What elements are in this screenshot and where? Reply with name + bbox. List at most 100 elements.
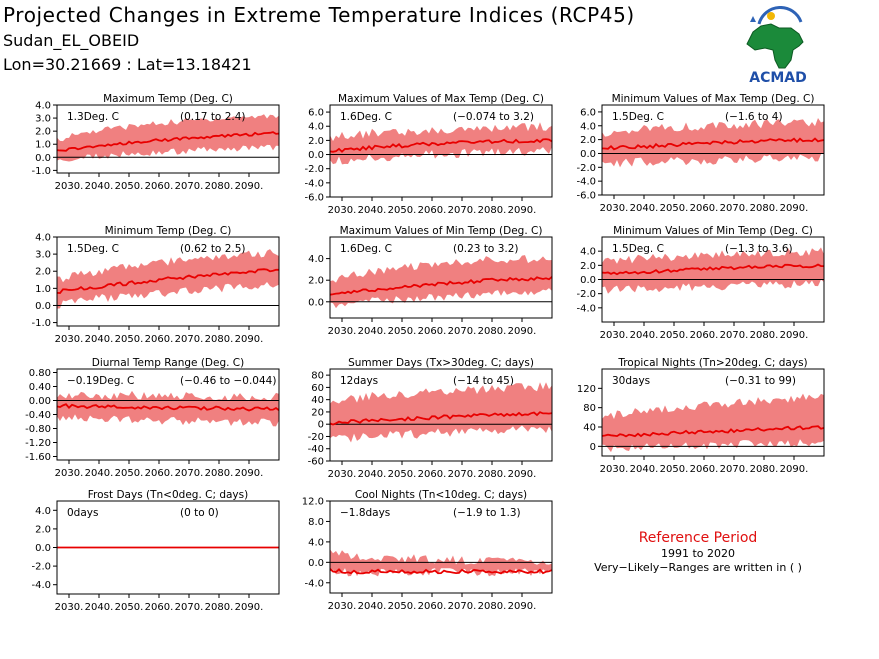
median-series-line xyxy=(56,403,280,412)
y-tick-label: 2.0 xyxy=(580,261,596,272)
y-tick-label: 120 xyxy=(577,384,596,395)
y-tick-label: -4.0 xyxy=(31,580,51,591)
very-likely-range: (−1.3 to 3.6) xyxy=(725,243,793,255)
likely-range-band xyxy=(602,247,824,294)
y-tick-label: 1.0 xyxy=(35,284,51,295)
x-tick-label: 2030. xyxy=(55,334,84,345)
very-likely-range: (−0.46 to −0.044) xyxy=(180,375,276,387)
y-tick-label: 2.0 xyxy=(580,135,596,146)
median-series-line xyxy=(329,568,553,575)
very-likely-range: (0 to 0) xyxy=(180,507,219,519)
y-tick-label: 3.0 xyxy=(35,114,51,125)
y-tick-label: 4.0 xyxy=(35,101,51,112)
x-tick-label: 2080. xyxy=(478,326,507,337)
x-tick-label: 2040. xyxy=(630,203,659,214)
y-tick-label: -1.20 xyxy=(25,438,51,449)
panel-title: Minimum Values of Max Temp (Deg. C) xyxy=(612,93,815,105)
x-tick-label: 2070. xyxy=(448,205,477,216)
panel-title: Frost Days (Tn<0deg. C; days) xyxy=(88,489,248,501)
x-tick-label: 2070. xyxy=(448,326,477,337)
chart-panel: 0 40 80 120 2030. 2040. 2050. 2060. 2070. 2080. 20… xyxy=(577,357,825,475)
x-tick-label: 2040. xyxy=(358,205,387,216)
y-tick-label: 40 xyxy=(311,395,324,406)
x-tick-label: 2080. xyxy=(478,469,507,480)
x-tick-label: 2030. xyxy=(600,330,629,341)
x-tick-label: 2080. xyxy=(205,602,234,613)
median-series-line xyxy=(56,268,280,294)
very-likely-range: (−0.31 to 99) xyxy=(725,375,796,387)
africa-map-logo-icon: ACMAD xyxy=(746,5,807,86)
projected-change-value: −0.19Deg. C xyxy=(67,375,134,387)
x-tick-label: 2050. xyxy=(388,205,417,216)
x-tick-label: 2090. xyxy=(508,326,537,337)
y-tick-label: 40 xyxy=(583,423,596,434)
very-likely-range: (0.17 to 2.4) xyxy=(180,111,246,123)
y-tick-label: -2.0 xyxy=(31,562,51,573)
x-tick-label: 2040. xyxy=(358,601,387,612)
x-tick-label: 2090. xyxy=(235,334,264,345)
x-tick-label: 2040. xyxy=(358,469,387,480)
x-tick-label: 2090. xyxy=(508,469,537,480)
x-tick-label: 2050. xyxy=(388,326,417,337)
x-tick-label: 2080. xyxy=(750,203,779,214)
x-tick-label: 2060. xyxy=(690,464,719,475)
x-tick-label: 2060. xyxy=(418,205,447,216)
x-tick-label: 2050. xyxy=(660,464,689,475)
projected-change-value: 1.5Deg. C xyxy=(612,243,664,255)
very-likely-range: (0.23 to 3.2) xyxy=(453,243,519,255)
x-tick-label: 2080. xyxy=(478,205,507,216)
plot-frame xyxy=(329,104,553,198)
x-tick-label: 2090. xyxy=(235,468,264,479)
y-tick-label: 0.0 xyxy=(580,149,596,160)
y-tick-label: -2.0 xyxy=(576,289,596,300)
plot-frame xyxy=(329,368,553,462)
y-tick-label: -2.0 xyxy=(304,164,324,175)
x-tick-label: 2070. xyxy=(720,464,749,475)
y-tick-label: 1.0 xyxy=(35,140,51,151)
x-tick-label: 2080. xyxy=(750,330,779,341)
likely-range-band xyxy=(57,249,279,309)
reference-period-years: 1991 to 2020 xyxy=(660,547,736,560)
x-tick-label: 2040. xyxy=(85,334,114,345)
median-series-line xyxy=(56,131,280,152)
x-tick-label: 2030. xyxy=(328,205,357,216)
y-tick-label: 4.0 xyxy=(580,121,596,132)
acmad-logo: ACMAD xyxy=(737,5,819,86)
y-tick-label: 3.0 xyxy=(35,250,51,261)
x-tick-label: 2040. xyxy=(630,464,659,475)
panel-title: Cool Nights (Tn<10deg. C; days) xyxy=(355,489,527,501)
very-likely-range: (0.62 to 2.5) xyxy=(180,243,246,255)
panel-title: Maximum Values of Min Temp (Deg. C) xyxy=(340,225,543,237)
x-tick-label: 2060. xyxy=(145,334,174,345)
x-tick-label: 2060. xyxy=(145,468,174,479)
chart-panel: -4.0 0.0 4.0 8.0 12.0 2030. 2040. 2050. 2060. 207… xyxy=(302,489,553,612)
y-tick-label: 0.40 xyxy=(29,382,51,393)
x-tick-label: 2070. xyxy=(448,469,477,480)
likely-range-band xyxy=(57,390,279,427)
x-tick-label: 2060. xyxy=(145,181,174,192)
projected-change-value: 1.6Deg. C xyxy=(340,111,392,123)
y-tick-label: 80 xyxy=(583,403,596,414)
y-tick-label: -0.40 xyxy=(25,410,51,421)
reference-period-title: Reference Period xyxy=(638,530,758,546)
y-tick-label: -6.0 xyxy=(304,193,324,204)
x-tick-label: 2090. xyxy=(780,464,809,475)
chart-panel: -4.0 -2.0 0.0 2.0 4.0 2030. 2040. 2050. 2060. 207… xyxy=(576,225,825,341)
y-tick-label: -40 xyxy=(308,444,324,455)
x-tick-label: 2040. xyxy=(358,326,387,337)
y-tick-label: 0.0 xyxy=(580,275,596,286)
y-tick-label: 20 xyxy=(311,407,324,418)
projected-change-value: 1.5Deg. C xyxy=(612,111,664,123)
x-tick-label: 2090. xyxy=(235,181,264,192)
y-tick-label: -1.60 xyxy=(25,452,51,463)
projected-change-value: 1.3Deg. C xyxy=(67,111,119,123)
likely-range-band xyxy=(330,382,552,443)
likely-range-band xyxy=(57,114,279,162)
y-tick-label: 4.0 xyxy=(580,247,596,258)
x-tick-label: 2090. xyxy=(508,601,537,612)
x-tick-label: 2050. xyxy=(660,330,689,341)
y-tick-label: -4.0 xyxy=(304,578,324,589)
x-tick-label: 2060. xyxy=(690,203,719,214)
